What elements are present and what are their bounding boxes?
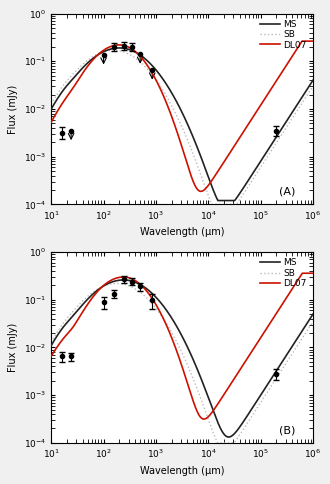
DL07 bbox=[165, 322, 169, 328]
DL07 bbox=[76, 317, 80, 322]
SB bbox=[165, 321, 169, 327]
MS bbox=[49, 106, 53, 112]
MS bbox=[254, 400, 258, 406]
Text: (A): (A) bbox=[279, 187, 295, 197]
SB bbox=[115, 281, 119, 287]
SB bbox=[49, 339, 53, 345]
DL07 bbox=[258, 335, 262, 341]
SB bbox=[259, 165, 263, 170]
Line: MS: MS bbox=[51, 280, 313, 437]
DL07 bbox=[155, 79, 159, 85]
SB bbox=[254, 172, 258, 178]
MS bbox=[165, 82, 169, 88]
DL07 bbox=[258, 103, 262, 108]
SB bbox=[112, 47, 115, 53]
DL07 bbox=[229, 380, 233, 386]
Line: DL07: DL07 bbox=[51, 273, 313, 419]
MS bbox=[254, 166, 258, 171]
MS bbox=[76, 307, 80, 313]
Line: DL07: DL07 bbox=[51, 41, 313, 191]
DL07 bbox=[49, 353, 53, 359]
DL07 bbox=[301, 271, 305, 276]
SB bbox=[230, 440, 234, 446]
SB bbox=[311, 318, 315, 324]
Line: MS: MS bbox=[51, 48, 313, 200]
MS bbox=[216, 197, 220, 203]
MS bbox=[165, 308, 169, 314]
SB bbox=[49, 101, 53, 107]
MS bbox=[230, 197, 234, 203]
SB bbox=[76, 303, 80, 309]
Text: (B): (B) bbox=[279, 425, 295, 435]
SB bbox=[155, 79, 159, 85]
Line: SB: SB bbox=[51, 50, 313, 204]
DL07 bbox=[76, 77, 80, 83]
SB bbox=[155, 307, 159, 313]
SB bbox=[210, 201, 214, 207]
MS bbox=[259, 158, 263, 164]
SB bbox=[76, 66, 80, 72]
X-axis label: Wavelength (μm): Wavelength (μm) bbox=[140, 227, 224, 237]
DL07 bbox=[300, 38, 304, 44]
DL07 bbox=[202, 416, 206, 422]
DL07 bbox=[229, 148, 233, 153]
DL07 bbox=[49, 120, 53, 125]
SB bbox=[311, 83, 315, 89]
MS bbox=[230, 433, 234, 439]
Y-axis label: Flux (mJy): Flux (mJy) bbox=[8, 84, 18, 134]
Legend: MS, SB, DL07: MS, SB, DL07 bbox=[258, 18, 309, 51]
MS bbox=[121, 277, 125, 283]
Line: SB: SB bbox=[51, 284, 313, 443]
SB bbox=[165, 94, 169, 100]
MS bbox=[49, 343, 53, 348]
MS bbox=[117, 45, 121, 51]
MS bbox=[227, 434, 231, 440]
DL07 bbox=[155, 303, 159, 309]
DL07 bbox=[199, 188, 203, 194]
MS bbox=[259, 393, 263, 398]
DL07 bbox=[311, 271, 315, 276]
Y-axis label: Flux (mJy): Flux (mJy) bbox=[8, 323, 18, 372]
MS bbox=[155, 296, 159, 302]
MS bbox=[311, 77, 315, 83]
MS bbox=[155, 69, 159, 75]
SB bbox=[230, 201, 234, 207]
DL07 bbox=[254, 343, 258, 348]
DL07 bbox=[165, 100, 169, 106]
Legend: MS, SB, DL07: MS, SB, DL07 bbox=[258, 257, 309, 290]
SB bbox=[259, 400, 263, 406]
MS bbox=[311, 311, 315, 317]
X-axis label: Wavelength (μm): Wavelength (μm) bbox=[140, 466, 224, 476]
DL07 bbox=[254, 110, 258, 116]
MS bbox=[76, 70, 80, 76]
SB bbox=[254, 407, 258, 413]
DL07 bbox=[311, 38, 315, 44]
SB bbox=[216, 440, 220, 446]
